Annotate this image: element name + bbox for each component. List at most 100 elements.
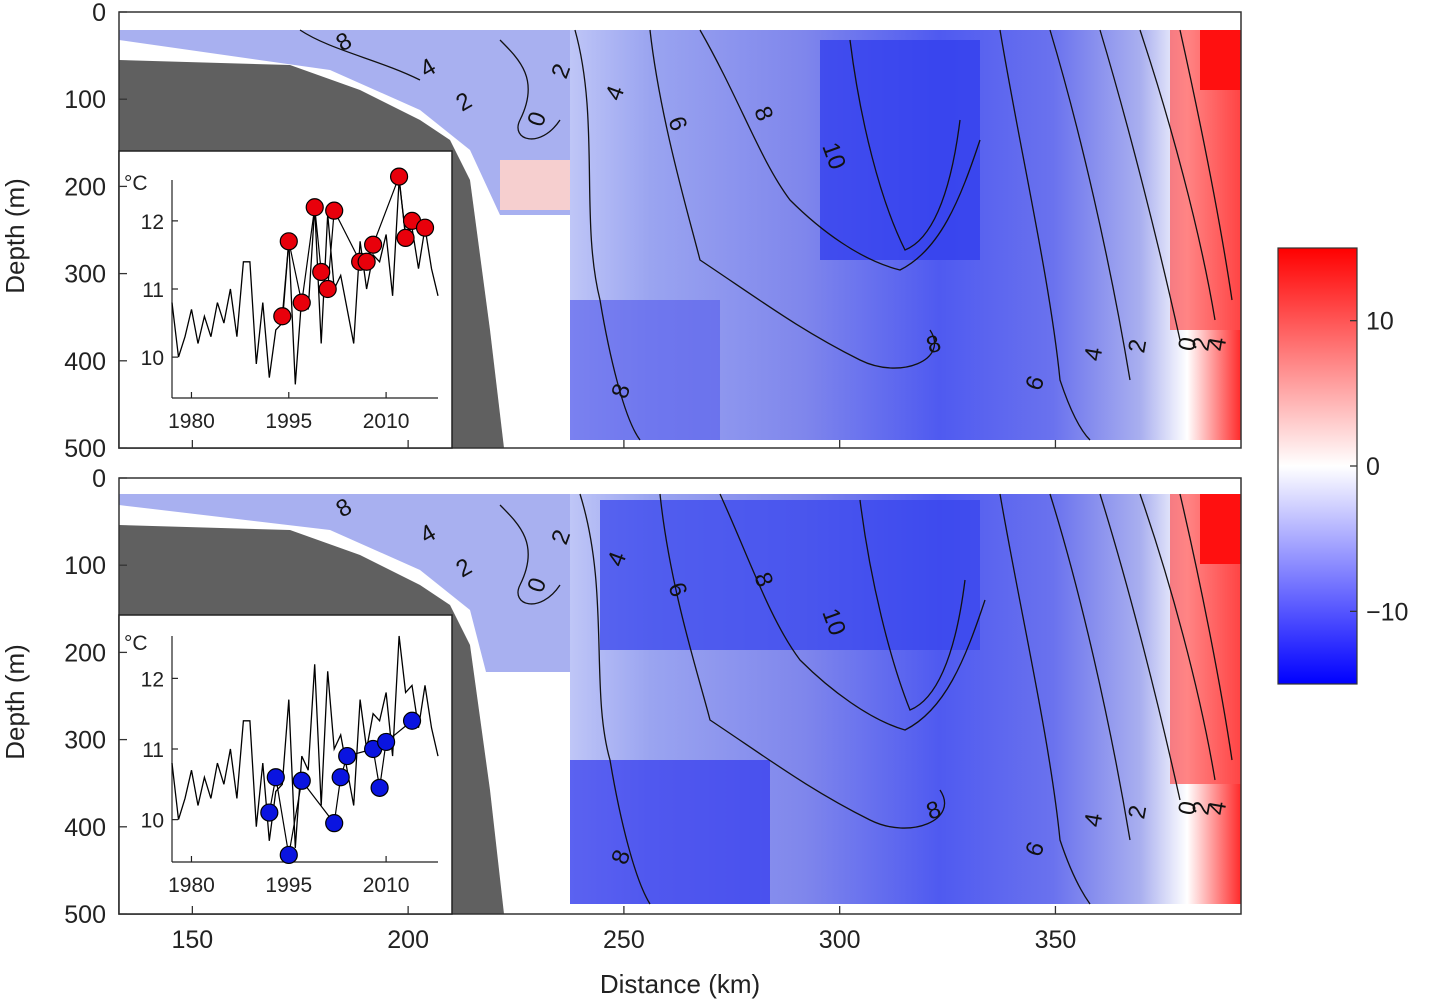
top-contour-label-4c: 4 bbox=[1079, 345, 1108, 363]
bottom-inset-marker-link-1 bbox=[275, 777, 290, 856]
top-inset-y-tick-label-1: 11 bbox=[142, 279, 164, 302]
bottom-inset-marker-10 bbox=[402, 711, 422, 730]
top-inset-marker-link-2 bbox=[301, 207, 316, 303]
bottom-inset-box bbox=[118, 614, 453, 915]
colorbar-tick-label-2: −10 bbox=[1366, 598, 1408, 626]
x-tick-label-2: 250 bbox=[603, 926, 645, 954]
top-y-tick-label-3: 300 bbox=[64, 261, 106, 289]
top-y-tick-label-5: 500 bbox=[64, 435, 106, 463]
x-tick-label-0: 150 bbox=[172, 926, 214, 954]
bottom-inset-marker-9 bbox=[376, 732, 396, 752]
bottom-y-tick-label-5: 500 bbox=[64, 901, 106, 929]
top-panel: 8 4 2 0 2 4 6 8 10 8 8 6 4 2 0 2 4 °C 10… bbox=[118, 11, 1242, 449]
top-contour-label-2c: 2 bbox=[1123, 337, 1152, 355]
top-inset-marker-2 bbox=[292, 293, 311, 312]
top-inset-marker-link-9 bbox=[372, 176, 400, 245]
bottom-inset-marker-8 bbox=[370, 778, 389, 797]
top-inset-marker-9 bbox=[364, 235, 383, 254]
x-tick-label-3: 300 bbox=[819, 926, 861, 954]
bottom-inset-marker-6 bbox=[338, 746, 357, 766]
top-warm-patch bbox=[500, 160, 570, 210]
bottom-inset-y-tick-label-0: 10 bbox=[141, 810, 164, 833]
bottom-lower-left bbox=[570, 760, 770, 904]
top-inset-x-tick-label-1: 1995 bbox=[265, 410, 312, 433]
top-inset-x-tick-label-0: 1980 bbox=[168, 410, 215, 433]
bottom-inset-marker-4 bbox=[325, 814, 344, 833]
top-inset-y-tick-label-0: 10 bbox=[141, 347, 164, 370]
bottom-contour-label-4c: 4 bbox=[1079, 811, 1108, 829]
colorbar-ticks: 10 0 −10 bbox=[1350, 308, 1408, 626]
top-inset-markers bbox=[273, 167, 435, 326]
bottom-inset-marker-link-2 bbox=[288, 780, 303, 856]
top-inset-marker-1 bbox=[279, 232, 298, 251]
top-y-axis-title: Depth (m) bbox=[0, 178, 30, 294]
bottom-y-ticks: 0 100 200 300 400 500 bbox=[64, 465, 127, 929]
top-contour-label-4d: 4 bbox=[1203, 335, 1232, 353]
top-inset-marker-4 bbox=[312, 262, 331, 282]
colorbar-tick-label-0: 10 bbox=[1366, 308, 1394, 336]
top-hot-corner bbox=[1200, 30, 1241, 90]
top-inset-marker-13 bbox=[415, 218, 435, 237]
bottom-contours bbox=[499, 493, 1233, 905]
bottom-inset-markers bbox=[260, 711, 422, 865]
x-ticks: 150 200 250 300 350 bbox=[172, 440, 1077, 954]
bottom-y-axis-title: Depth (m) bbox=[0, 644, 30, 760]
bottom-inset-marker-5 bbox=[331, 768, 350, 787]
top-y-tick-label-0: 0 bbox=[92, 0, 106, 27]
bottom-inset-x-tick-label-0: 1980 bbox=[168, 874, 215, 897]
top-y-tick-label-1: 100 bbox=[64, 86, 106, 114]
top-inset-unit: °C bbox=[124, 172, 148, 195]
top-inset: °C 10 11 12 1980 1995 2010 bbox=[118, 150, 453, 449]
bottom-contour-label-4d: 4 bbox=[1203, 799, 1232, 817]
x-tick-label-4: 350 bbox=[1035, 926, 1077, 954]
top-inset-marker-6 bbox=[325, 201, 344, 220]
bottom-y-tick-label-1: 100 bbox=[64, 552, 106, 580]
bottom-panel: 8 4 2 0 2 4 6 8 10 8 8 6 4 2 0 2 4 °C 10… bbox=[118, 477, 1242, 915]
bottom-core-low bbox=[600, 500, 980, 650]
top-inset-x-ticks: 1980 1995 2010 bbox=[168, 392, 409, 433]
bottom-inset-x-tick-label-1: 1995 bbox=[265, 874, 312, 897]
top-y-tick-label-4: 400 bbox=[64, 348, 106, 376]
x-axis-title: Distance (km) bbox=[600, 969, 760, 999]
bottom-inset-marker-1 bbox=[266, 768, 285, 787]
top-contours bbox=[299, 29, 1233, 441]
colorbar-gradient bbox=[1277, 247, 1358, 685]
bottom-y-tick-label-4: 400 bbox=[64, 814, 106, 842]
bottom-inset-marker-3 bbox=[292, 771, 311, 790]
bottom-y-tick-label-2: 200 bbox=[64, 639, 106, 667]
top-inset-marker-5 bbox=[318, 279, 337, 299]
top-inset-marker-11 bbox=[396, 228, 415, 248]
bottom-hot-corner bbox=[1200, 494, 1241, 564]
top-contour-label-0b: 0 bbox=[1173, 335, 1202, 353]
top-inset-marker-10 bbox=[389, 167, 409, 186]
top-inset-marker-3 bbox=[305, 198, 324, 217]
top-lower-left bbox=[570, 300, 720, 440]
bottom-inset-y-tick-label-2: 12 bbox=[141, 668, 164, 691]
bottom-y-tick-label-3: 300 bbox=[64, 727, 106, 755]
top-inset-marker-link-3 bbox=[314, 207, 322, 273]
top-inset-marker-link-10 bbox=[398, 176, 407, 238]
bottom-inset-x-ticks: 1980 1995 2010 bbox=[168, 856, 409, 897]
top-contour-label-2d: 2 bbox=[1187, 335, 1216, 353]
bottom-inset-unit: °C bbox=[124, 632, 148, 655]
bottom-inset-marker-0 bbox=[260, 803, 279, 822]
top-inset-y-tick-label-2: 12 bbox=[141, 211, 164, 234]
top-y-tick-label-2: 200 bbox=[64, 173, 106, 201]
bottom-inset: °C 10 11 12 1980 1995 2010 bbox=[118, 614, 453, 915]
bottom-shelf-band bbox=[119, 494, 570, 672]
top-inset-x-tick-label-2: 2010 bbox=[363, 410, 410, 433]
top-y-ticks: 0 100 200 300 400 500 bbox=[64, 0, 127, 463]
top-inset-marker-8 bbox=[357, 252, 376, 271]
top-inset-y-ticks: 10 11 12 bbox=[141, 211, 178, 370]
top-inset-marker-link-0 bbox=[281, 241, 290, 317]
top-inset-box bbox=[118, 150, 453, 449]
top-inset-marker-link-6 bbox=[333, 210, 361, 263]
top-inset-marker-0 bbox=[273, 307, 292, 326]
bottom-y-tick-label-0: 0 bbox=[92, 465, 106, 493]
colorbar: 10 0 −10 bbox=[1277, 247, 1408, 685]
top-core-low bbox=[820, 40, 980, 260]
top-inset-marker-link-1 bbox=[288, 241, 303, 303]
bottom-inset-x-tick-label-2: 2010 bbox=[363, 874, 410, 897]
bottom-inset-y-tick-label-1: 11 bbox=[142, 739, 164, 762]
